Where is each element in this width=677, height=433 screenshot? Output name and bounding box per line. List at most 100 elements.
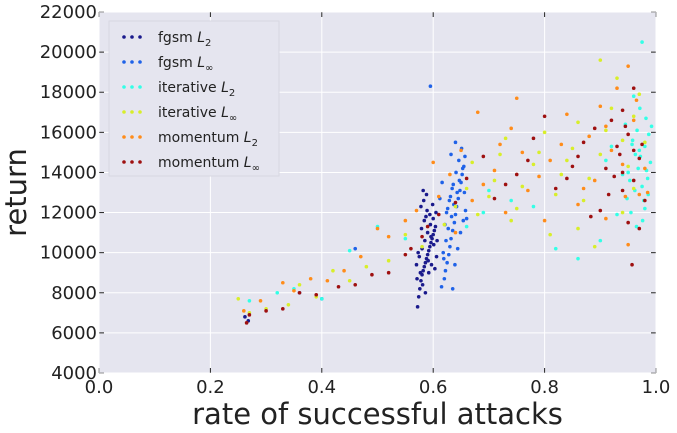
data-point — [386, 258, 391, 263]
data-point — [509, 126, 513, 131]
legend-marker — [122, 60, 126, 64]
data-point — [645, 190, 650, 195]
data-point — [592, 178, 597, 183]
data-point — [509, 198, 513, 203]
data-point — [428, 84, 433, 89]
data-point — [443, 268, 448, 273]
data-point — [247, 313, 252, 317]
data-point — [609, 106, 614, 111]
data-point — [606, 192, 611, 197]
data-point — [609, 118, 614, 123]
data-point — [386, 234, 391, 239]
data-point — [464, 176, 469, 181]
legend-marker — [138, 85, 142, 89]
data-point — [631, 94, 636, 99]
data-point — [358, 254, 363, 259]
data-point — [643, 140, 647, 145]
data-point — [444, 210, 449, 215]
data-point — [426, 270, 431, 275]
legend-item: momentum L2 — [122, 130, 258, 149]
data-point — [448, 172, 452, 177]
data-point — [620, 210, 625, 215]
data-point — [565, 112, 569, 117]
y-tick-label: 12000 — [40, 203, 97, 224]
data-points — [236, 40, 654, 325]
data-point — [609, 148, 614, 153]
legend-marker — [138, 60, 142, 64]
data-point — [429, 262, 434, 267]
data-point — [634, 98, 639, 103]
data-point — [604, 128, 608, 133]
data-point — [426, 248, 431, 253]
data-point — [441, 256, 446, 261]
data-point — [470, 160, 474, 165]
data-point — [581, 140, 586, 145]
data-point — [320, 296, 324, 301]
data-point — [423, 238, 427, 243]
data-point — [626, 132, 630, 137]
data-point — [526, 188, 530, 193]
data-point — [576, 226, 580, 231]
data-point — [531, 162, 536, 167]
data-point — [416, 250, 420, 255]
x-tick-label: 1.0 — [642, 377, 671, 398]
data-point — [308, 276, 313, 281]
data-point — [463, 154, 467, 159]
data-point — [640, 142, 644, 147]
data-point — [617, 152, 622, 157]
data-point — [336, 284, 341, 289]
data-point — [446, 226, 451, 231]
x-axis-label: rate of successful attacks — [192, 397, 563, 431]
data-point — [457, 178, 462, 183]
data-point — [576, 120, 580, 125]
data-point — [631, 86, 636, 91]
data-point — [419, 204, 423, 209]
data-point — [553, 246, 558, 251]
data-point — [429, 240, 433, 245]
data-point — [640, 184, 644, 189]
legend-marker — [130, 60, 134, 64]
data-point — [419, 278, 423, 283]
data-point — [464, 216, 469, 221]
data-point — [347, 248, 352, 253]
data-point — [537, 150, 541, 155]
data-point — [453, 204, 458, 209]
data-point — [531, 204, 536, 209]
data-point — [431, 160, 436, 165]
data-point — [637, 192, 642, 197]
data-point — [364, 264, 369, 269]
data-point — [314, 292, 319, 297]
data-point — [462, 190, 467, 195]
plot-frame — [98, 11, 657, 374]
data-point — [415, 276, 419, 281]
y-tick-label: 8000 — [51, 283, 97, 304]
data-point — [451, 182, 456, 187]
legend-marker — [130, 35, 134, 39]
y-tick-label: 22000 — [40, 2, 97, 23]
legend-box — [108, 20, 280, 177]
legend-label: momentum L2 — [158, 130, 258, 149]
data-point — [420, 244, 424, 249]
data-point — [604, 216, 608, 221]
data-point — [598, 152, 603, 157]
legend-label: fgsm L∞ — [158, 55, 213, 74]
data-point — [370, 272, 374, 277]
data-point — [475, 110, 480, 115]
data-point — [637, 92, 642, 97]
data-point — [414, 262, 419, 267]
data-point — [441, 250, 446, 255]
data-point — [631, 186, 636, 191]
data-point — [640, 40, 644, 44]
data-point — [628, 178, 632, 183]
legend-marker — [122, 110, 126, 114]
legend-marker — [122, 85, 126, 89]
data-point — [420, 282, 425, 287]
data-point — [492, 196, 497, 201]
data-point — [598, 208, 603, 213]
data-point — [403, 252, 408, 257]
data-point — [492, 178, 497, 183]
data-point — [425, 252, 430, 257]
data-point — [342, 268, 346, 273]
data-point — [453, 140, 458, 145]
data-point — [604, 124, 608, 129]
